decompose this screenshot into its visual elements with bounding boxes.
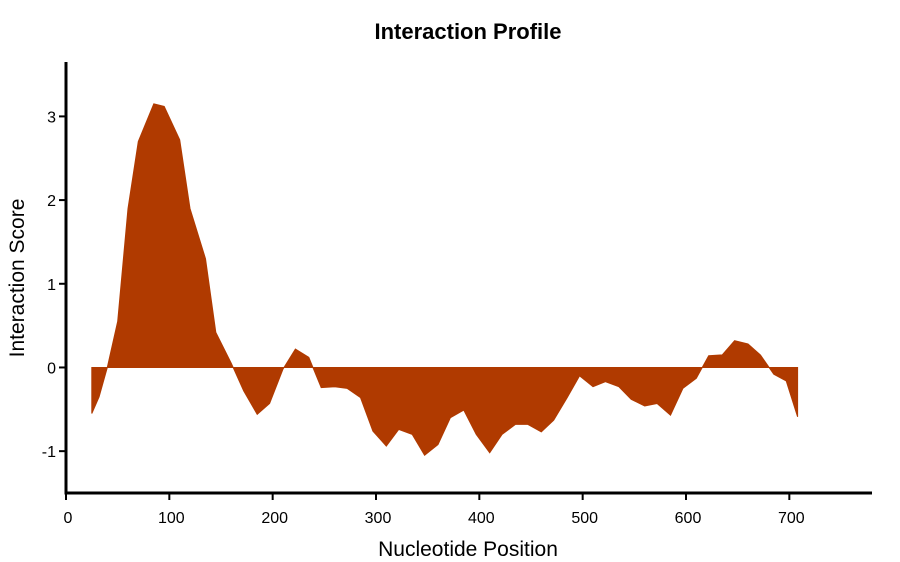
x-tick-label: 300 [365,510,392,527]
y-tick-label: -1 [42,444,56,461]
axes: 0 100 200 300 400 500 600 700 -1 0 1 2 3 [42,62,872,527]
area-series [91,103,799,457]
x-axis-label: Nucleotide Position [378,538,558,561]
x-tick-label: 400 [468,510,495,527]
y-tick-label: 3 [47,109,56,126]
x-tick-label: 600 [675,510,702,527]
y-tick-label: 0 [47,360,56,377]
y-tick-label: 2 [47,193,56,210]
area-layer [91,103,799,457]
chart-title: Interaction Profile [374,19,561,44]
x-tick-label: 0 [64,510,73,527]
x-tick-label: 700 [778,510,805,527]
x-tick-label: 200 [261,510,288,527]
y-tick-label: 1 [47,277,56,294]
y-axis-label: Interaction Score [6,199,29,358]
x-tick-label: 100 [158,510,185,527]
x-tick-label: 500 [571,510,598,527]
